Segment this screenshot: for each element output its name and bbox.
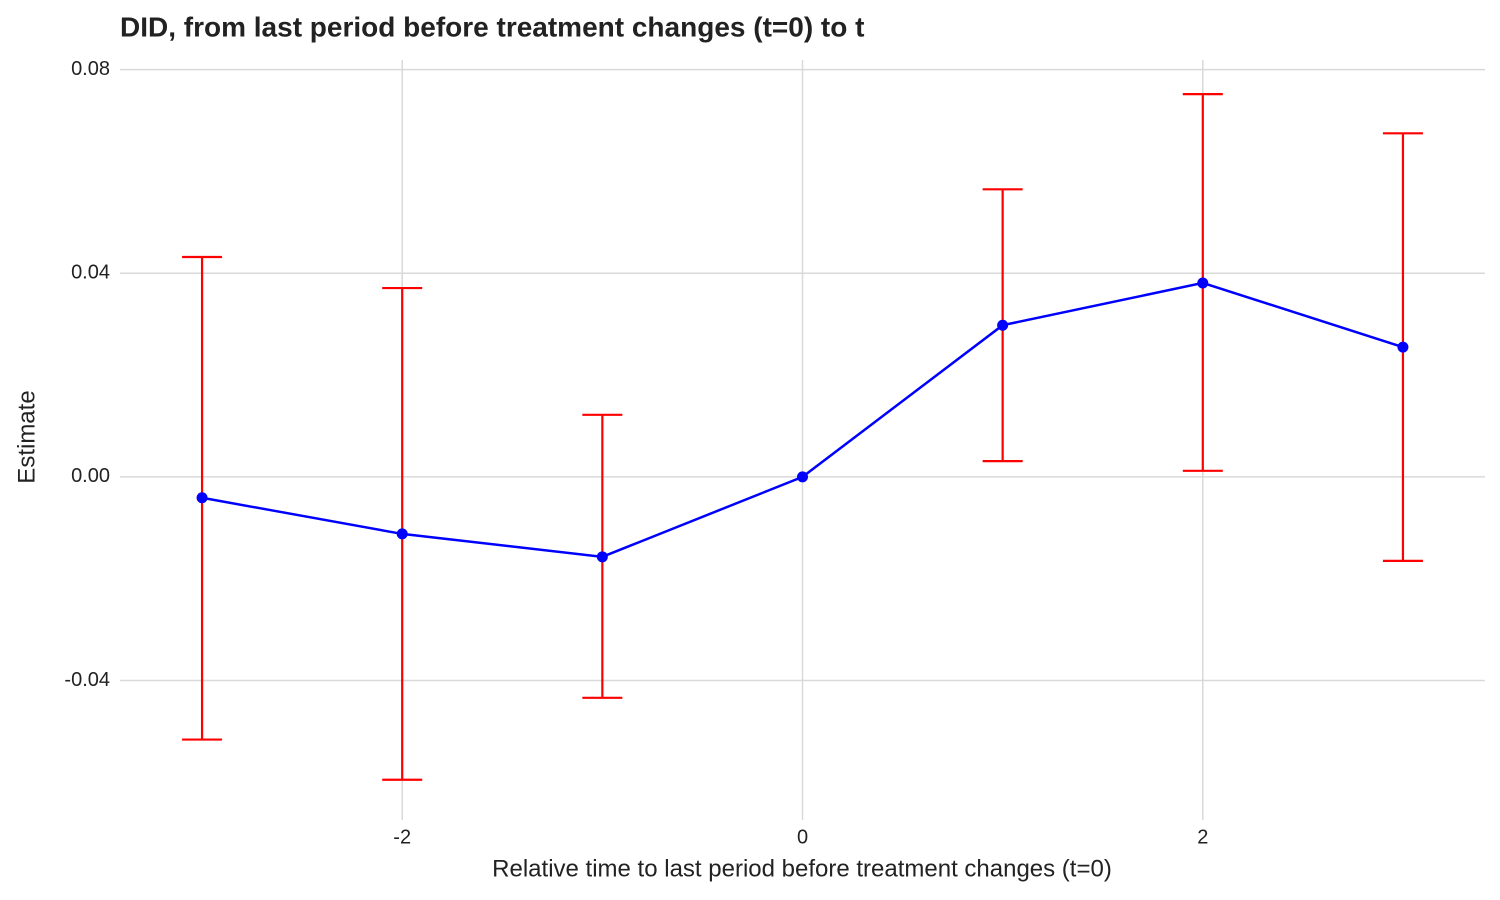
data-point [596,551,608,563]
data-point [797,471,808,483]
x-tick-label: -2 [393,826,411,848]
x-axis-title: Relative time to last period before trea… [492,855,1112,882]
y-axis-title: Estimate [13,390,40,483]
data-point [1197,277,1209,289]
y-tick-label: 0.04 [71,262,110,284]
data-point [1397,341,1409,353]
data-point [997,319,1009,331]
data-point [396,528,408,540]
chart-title: DID, from last period before treatment c… [120,11,864,42]
x-tick-label: 0 [797,826,808,848]
y-tick-label: -0.04 [64,669,110,691]
y-tick-label: 0.08 [71,58,110,80]
x-tick-label: 2 [1197,826,1208,848]
y-tick-label: 0.00 [71,465,110,487]
data-point [196,492,208,504]
